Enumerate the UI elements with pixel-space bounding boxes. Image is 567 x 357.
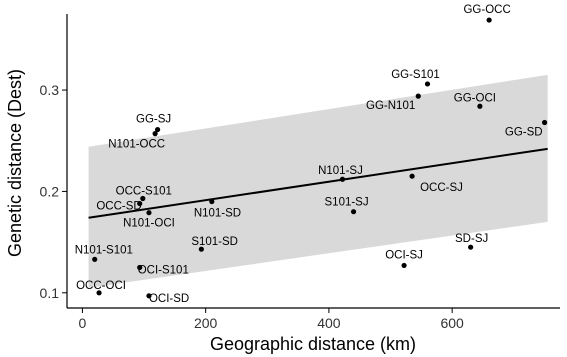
y-tick-label: 0.1 — [40, 285, 60, 301]
data-point — [415, 93, 421, 99]
point-label: S101-SD — [191, 236, 238, 248]
point-label: OCC-OCI — [76, 280, 126, 292]
x-tick-label: 200 — [194, 315, 218, 331]
point-label: OCI-SJ — [385, 249, 423, 261]
ticks-layer: 0 200 400 600 0.1 0.2 0.3 — [40, 82, 465, 331]
data-point — [96, 290, 102, 296]
data-point — [146, 293, 152, 299]
y-axis-title: Genetic distance (Dest) — [5, 69, 25, 257]
point-label: GG-SD — [505, 126, 543, 138]
point-label: OCI-S101 — [138, 264, 189, 276]
data-point — [350, 209, 357, 215]
data-point — [92, 256, 98, 262]
data-point — [140, 195, 146, 202]
data-point — [409, 173, 415, 179]
data-point — [477, 103, 483, 109]
data-point — [137, 200, 143, 207]
data-point — [468, 244, 474, 250]
trend-line — [88, 147, 548, 219]
point-label: SD-SJ — [455, 233, 488, 245]
data-point — [209, 198, 215, 205]
data-point — [401, 262, 407, 269]
point-label: OCC-SJ — [420, 182, 463, 194]
point-label: S101-SJ — [325, 197, 369, 209]
data-point — [154, 126, 161, 133]
data-point — [541, 119, 548, 126]
y-tick-label: 0.3 — [40, 82, 60, 98]
point-label: N101-SD — [194, 208, 241, 220]
point-labels-layer: GG-OCC GG-S101 GG-N101 GG-OCI GG-SD GG-SJ N101… — [75, 4, 543, 305]
confidence-band — [88, 74, 548, 288]
confidence-band-layer — [88, 74, 548, 288]
data-point — [486, 17, 492, 23]
data-point — [198, 246, 204, 252]
point-label: N101-S101 — [75, 244, 133, 256]
trend-line-layer — [88, 147, 548, 219]
data-point — [339, 176, 346, 182]
point-label: N101-OCI — [123, 218, 175, 230]
x-tick-label: 400 — [317, 315, 341, 331]
data-point — [146, 210, 152, 216]
y-tick-label: 0.2 — [40, 183, 60, 199]
point-label: GG-SJ — [136, 114, 171, 126]
points-layer — [92, 17, 548, 299]
point-label: OCC-SD — [96, 201, 141, 213]
point-label: OCC-S101 — [116, 186, 172, 198]
data-point — [152, 131, 158, 137]
point-label: OCI-SD — [149, 293, 189, 305]
point-label: GG-OCI — [454, 92, 496, 104]
data-point — [137, 264, 143, 271]
point-label: N101-OCC — [108, 139, 165, 151]
point-label: GG-S101 — [391, 69, 440, 81]
axes — [66, 14, 560, 309]
x-tick-label: 0 — [79, 315, 87, 331]
point-label: GG-N101 — [366, 100, 415, 112]
x-tick-label: 600 — [440, 315, 464, 331]
x-axis-title: Geographic distance (km) — [210, 334, 416, 354]
point-label: GG-OCC — [463, 4, 510, 16]
data-point — [424, 81, 431, 87]
point-label: N101-SJ — [318, 165, 363, 177]
